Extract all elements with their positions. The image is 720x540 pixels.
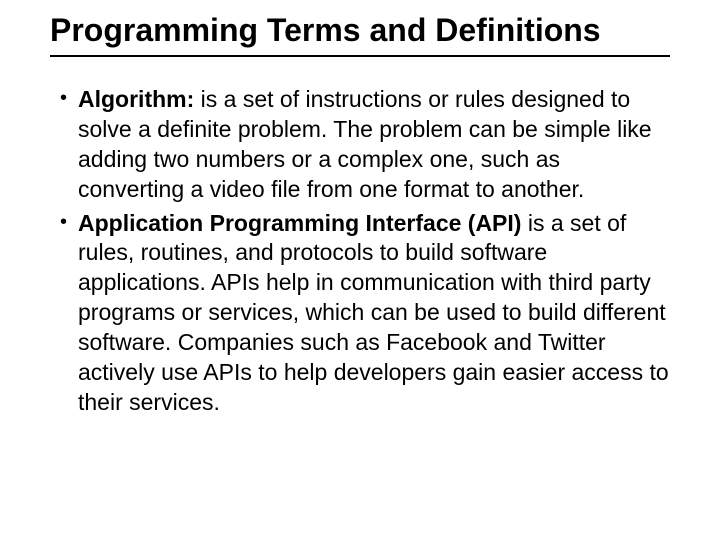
term-label: Algorithm: [78, 86, 194, 112]
bullet-list: Algorithm: is a set of instructions or r… [50, 85, 670, 418]
term-label: Application Programming Interface (API) [78, 210, 521, 236]
list-item: Application Programming Interface (API) … [60, 209, 670, 418]
list-item: Algorithm: is a set of instructions or r… [60, 85, 670, 205]
term-definition: is a set of rules, routines, and protoco… [78, 210, 669, 415]
slide-title: Programming Terms and Definitions [50, 12, 670, 57]
slide: Programming Terms and Definitions Algori… [0, 0, 720, 540]
